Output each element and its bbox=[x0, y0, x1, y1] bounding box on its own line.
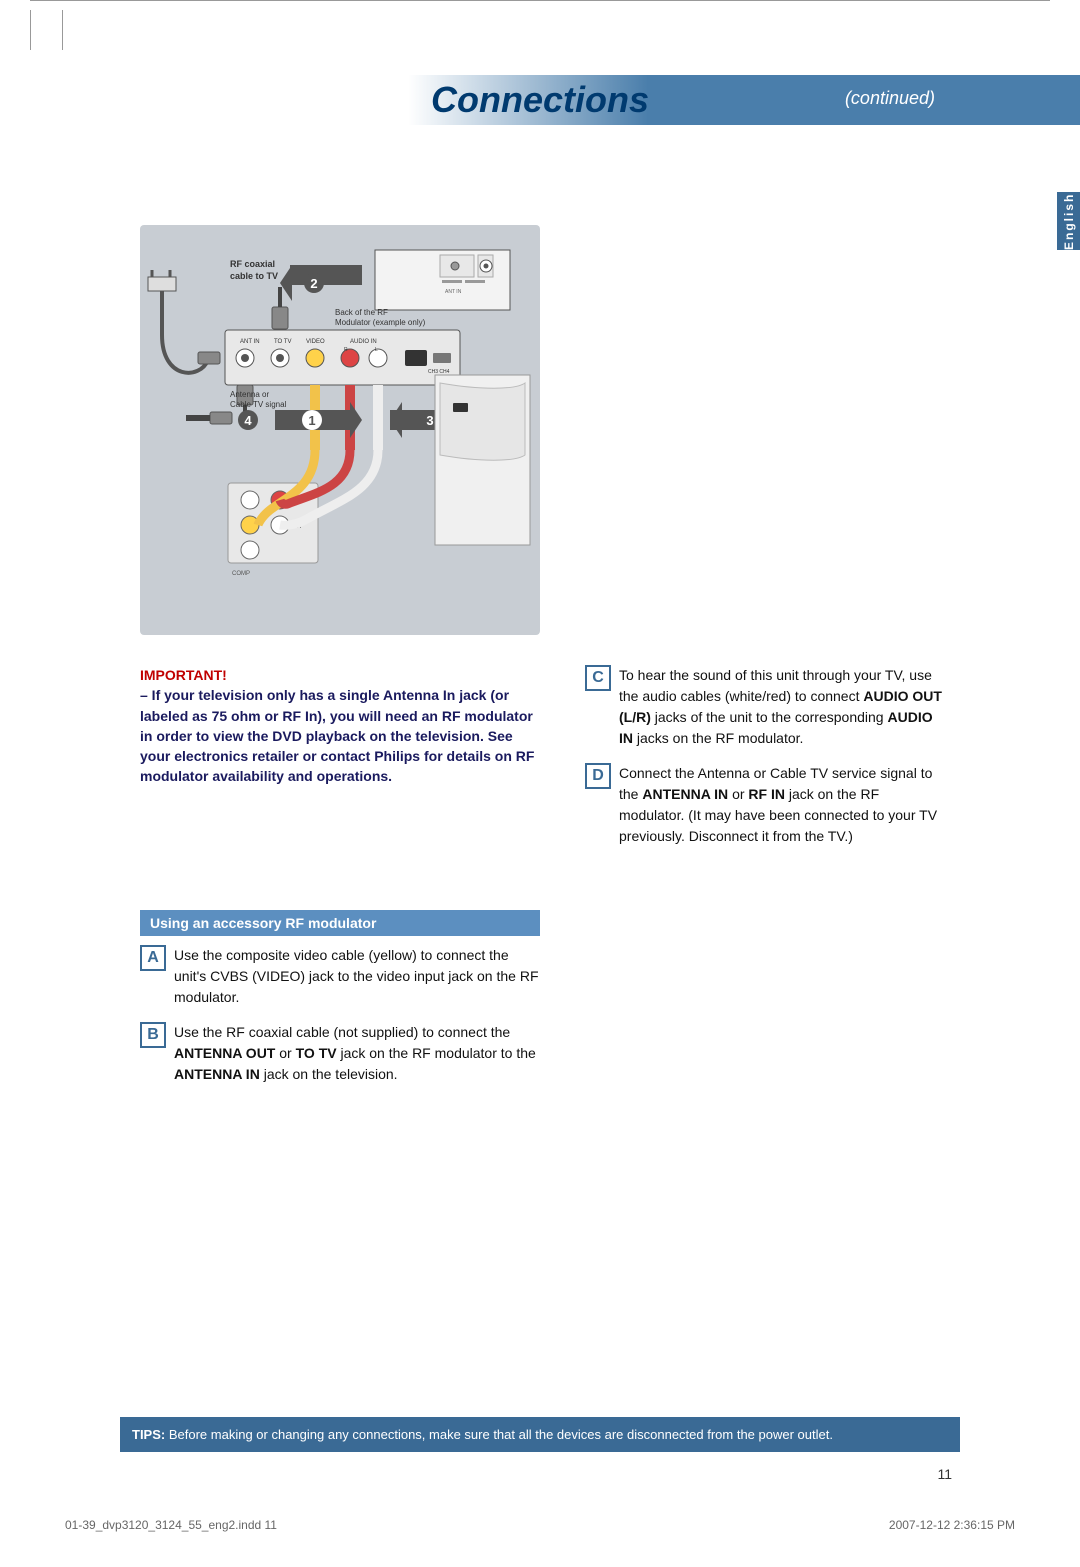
svg-text:3: 3 bbox=[426, 413, 433, 428]
step-letter-a: A bbox=[140, 945, 166, 971]
tips-label: TIPS: bbox=[132, 1427, 165, 1442]
svg-text:R: R bbox=[344, 347, 348, 353]
svg-text:ANT IN: ANT IN bbox=[445, 289, 462, 295]
crop-mark bbox=[30, 10, 31, 50]
steps-right-column: C To hear the sound of this unit through… bbox=[585, 665, 945, 861]
svg-text:Antenna or: Antenna or bbox=[230, 390, 269, 399]
footer: 01-39_dvp3120_3124_55_eng2.indd 11 2007-… bbox=[65, 1518, 1015, 1532]
step-b: B Use the RF coaxial cable (not supplied… bbox=[140, 1022, 540, 1085]
svg-text:RF coaxial: RF coaxial bbox=[230, 259, 275, 269]
step-b-body: Use the RF coaxial cable (not supplied) … bbox=[174, 1022, 540, 1085]
svg-text:L: L bbox=[375, 347, 378, 353]
svg-text:VIDEO: VIDEO bbox=[306, 339, 325, 345]
svg-text:AUDIO IN: AUDIO IN bbox=[350, 339, 377, 345]
svg-text:Modulator (example only): Modulator (example only) bbox=[335, 318, 426, 327]
footer-filename: 01-39_dvp3120_3124_55_eng2.indd 11 bbox=[65, 1518, 277, 1532]
step-d: D Connect the Antenna or Cable TV servic… bbox=[585, 763, 945, 847]
svg-text:COMP: COMP bbox=[232, 571, 250, 577]
section-heading: Using an accessory RF modulator bbox=[140, 910, 540, 936]
step-d-body: Connect the Antenna or Cable TV service … bbox=[619, 763, 945, 847]
svg-text:ANT IN: ANT IN bbox=[240, 339, 260, 345]
header-continued: (continued) bbox=[845, 88, 935, 109]
svg-text:2: 2 bbox=[310, 276, 317, 291]
top-rule bbox=[30, 0, 1050, 1]
tips-text: Before making or changing any connection… bbox=[169, 1427, 833, 1442]
page-number: 11 bbox=[937, 1466, 952, 1482]
connection-diagram: ANT IN TO TV VIDEO AUDIO IN R L CH3 CH4 … bbox=[140, 225, 540, 635]
svg-text:cable to TV: cable to TV bbox=[230, 271, 278, 281]
step-letter-d: D bbox=[585, 763, 611, 789]
important-note: IMPORTANT! – If your television only has… bbox=[140, 665, 540, 787]
step-letter-b: B bbox=[140, 1022, 166, 1048]
tips-bar: TIPS: Before making or changing any conn… bbox=[120, 1417, 960, 1453]
step-letter-c: C bbox=[585, 665, 611, 691]
svg-text:Cable TV signal: Cable TV signal bbox=[230, 400, 287, 409]
important-label: IMPORTANT! bbox=[140, 667, 227, 683]
svg-text:4: 4 bbox=[244, 413, 252, 428]
step-a-body: Use the composite video cable (yellow) t… bbox=[174, 945, 540, 1008]
svg-text:TO TV: TO TV bbox=[274, 339, 291, 345]
important-body: – If your television only has a single A… bbox=[140, 687, 534, 784]
language-tab: English bbox=[1057, 192, 1080, 250]
steps-left-column: A Use the composite video cable (yellow)… bbox=[140, 945, 540, 1099]
crop-mark bbox=[62, 10, 63, 50]
step-c: C To hear the sound of this unit through… bbox=[585, 665, 945, 749]
svg-text:1: 1 bbox=[308, 413, 315, 428]
footer-timestamp: 2007-12-12 2:36:15 PM bbox=[889, 1518, 1015, 1532]
svg-text:Back of the RF: Back of the RF bbox=[335, 308, 388, 317]
step-a: A Use the composite video cable (yellow)… bbox=[140, 945, 540, 1008]
step-c-body: To hear the sound of this unit through y… bbox=[619, 665, 945, 749]
svg-text:CH3 CH4: CH3 CH4 bbox=[428, 369, 450, 375]
page: Connections (continued) English ANT IN T… bbox=[0, 0, 1080, 1567]
